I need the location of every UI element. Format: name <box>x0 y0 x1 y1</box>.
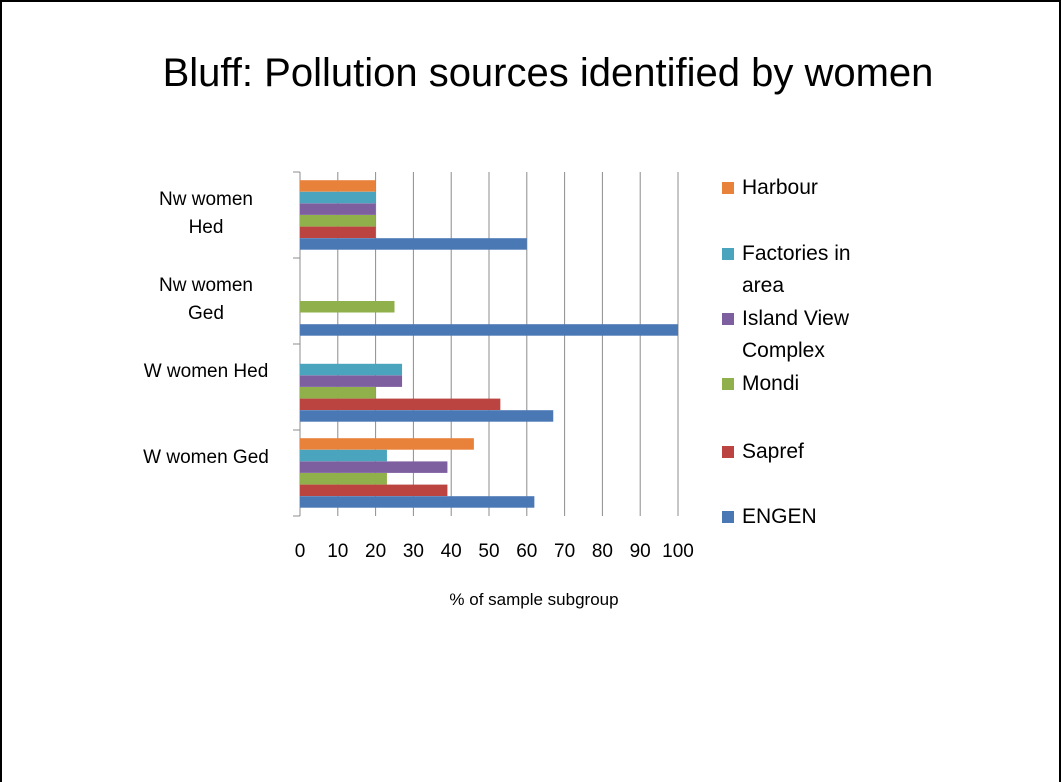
x-tick-label: 100 <box>662 541 694 562</box>
bar <box>300 301 395 313</box>
bar <box>300 215 376 227</box>
x-tick-label: 30 <box>402 541 424 562</box>
chart-title: Bluff: Pollution sources identified by w… <box>162 51 934 95</box>
bar <box>300 398 501 411</box>
x-tick-label: 90 <box>629 541 651 562</box>
legend-label: Sapref <box>742 440 804 463</box>
bar <box>300 449 387 462</box>
bar <box>300 473 387 485</box>
y-tick-label: W women Hed <box>143 361 269 382</box>
x-axis-title: % of sample subgroup <box>449 590 619 609</box>
legend-marker <box>722 378 734 390</box>
x-tick-label: 50 <box>478 541 500 562</box>
x-tick-label: 10 <box>327 541 349 562</box>
legend-label: Island View Complex <box>742 307 850 362</box>
bar <box>300 238 527 250</box>
x-tick-label: 20 <box>365 541 387 562</box>
bar <box>300 496 535 508</box>
x-tick-label: 80 <box>591 541 613 562</box>
legend-label: Mondi <box>742 372 800 395</box>
y-tick-label: Nw women Hed <box>159 189 253 238</box>
bar <box>300 363 403 376</box>
x-tick-label: 60 <box>516 541 538 562</box>
y-tick-label: W women Ged <box>143 447 269 468</box>
bar <box>300 203 376 215</box>
y-tick-label: Nw women Ged <box>159 275 253 324</box>
legend-label: Harbour <box>742 176 818 199</box>
bar <box>300 324 678 336</box>
legend-marker <box>722 446 734 458</box>
bar <box>300 180 376 192</box>
bar <box>300 191 376 204</box>
legend-label: ENGEN <box>742 505 817 528</box>
bar <box>300 375 403 387</box>
bar <box>300 438 474 450</box>
x-tick-label: 0 <box>294 541 306 562</box>
bar <box>300 484 448 497</box>
bar <box>300 461 448 473</box>
legend-marker <box>722 182 734 194</box>
legend-marker <box>722 248 734 260</box>
legend-label: Factories in area <box>742 242 851 297</box>
legend-marker <box>722 511 734 523</box>
x-tick-label: 70 <box>554 541 576 562</box>
x-tick-label: 40 <box>440 541 462 562</box>
bar <box>300 226 376 239</box>
bar <box>300 387 376 399</box>
bar <box>300 410 554 422</box>
legend-marker <box>722 313 734 325</box>
